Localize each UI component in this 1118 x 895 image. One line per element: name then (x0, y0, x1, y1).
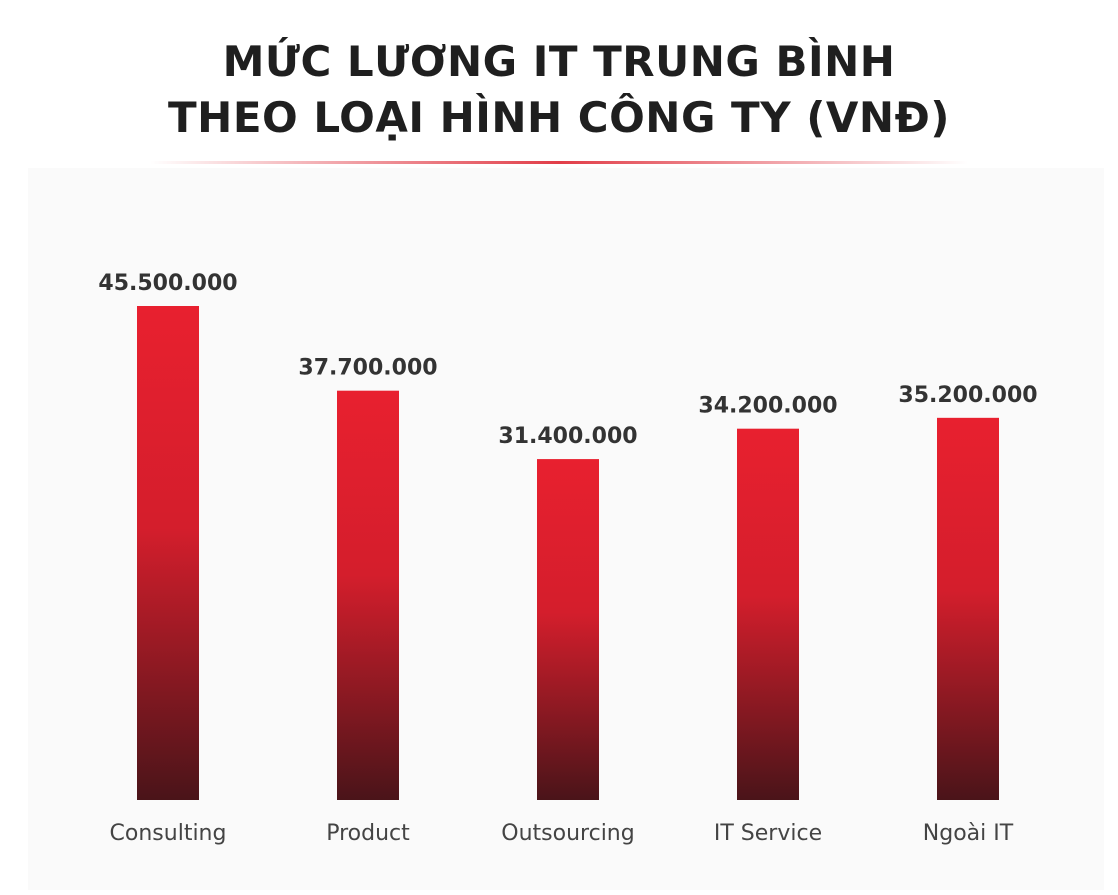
value-label-0: 45.500.000 (98, 271, 237, 296)
bar-4 (937, 417, 999, 800)
value-labels-layer: 45.500.000 37.700.000 31.400.000 34.200.000… (98, 271, 1037, 449)
title-divider (150, 161, 968, 164)
bar-0 (137, 306, 199, 800)
value-label-4: 35.200.000 (898, 383, 1037, 408)
category-labels-layer: Consulting Product Outsourcing IT Service Ng… (110, 821, 1014, 846)
bars-layer (137, 306, 999, 800)
chart-panel: 45.500.000 37.700.000 31.400.000 34.200.000… (28, 168, 1104, 890)
bar-2 (537, 459, 599, 800)
category-label-3: IT Service (714, 821, 822, 846)
chart-title: MỨC LƯƠNG IT TRUNG BÌNH THEO LOẠI HÌNH C… (0, 34, 1118, 146)
bar-1 (337, 390, 399, 800)
category-label-4: Ngoài IT (923, 821, 1014, 846)
category-label-1: Product (326, 821, 410, 846)
chart-title-line-2: THEO LOẠI HÌNH CÔNG TY (VNĐ) (168, 93, 950, 142)
value-label-2: 31.400.000 (498, 424, 637, 449)
bar-chart: 45.500.000 37.700.000 31.400.000 34.200.000… (98, 271, 1037, 846)
chart-title-line-1: MỨC LƯƠNG IT TRUNG BÌNH (222, 37, 896, 86)
category-label-0: Consulting (110, 821, 227, 846)
value-label-1: 37.700.000 (298, 356, 437, 381)
category-label-2: Outsourcing (501, 821, 634, 846)
value-label-3: 34.200.000 (698, 394, 837, 419)
bar-3 (737, 428, 799, 800)
